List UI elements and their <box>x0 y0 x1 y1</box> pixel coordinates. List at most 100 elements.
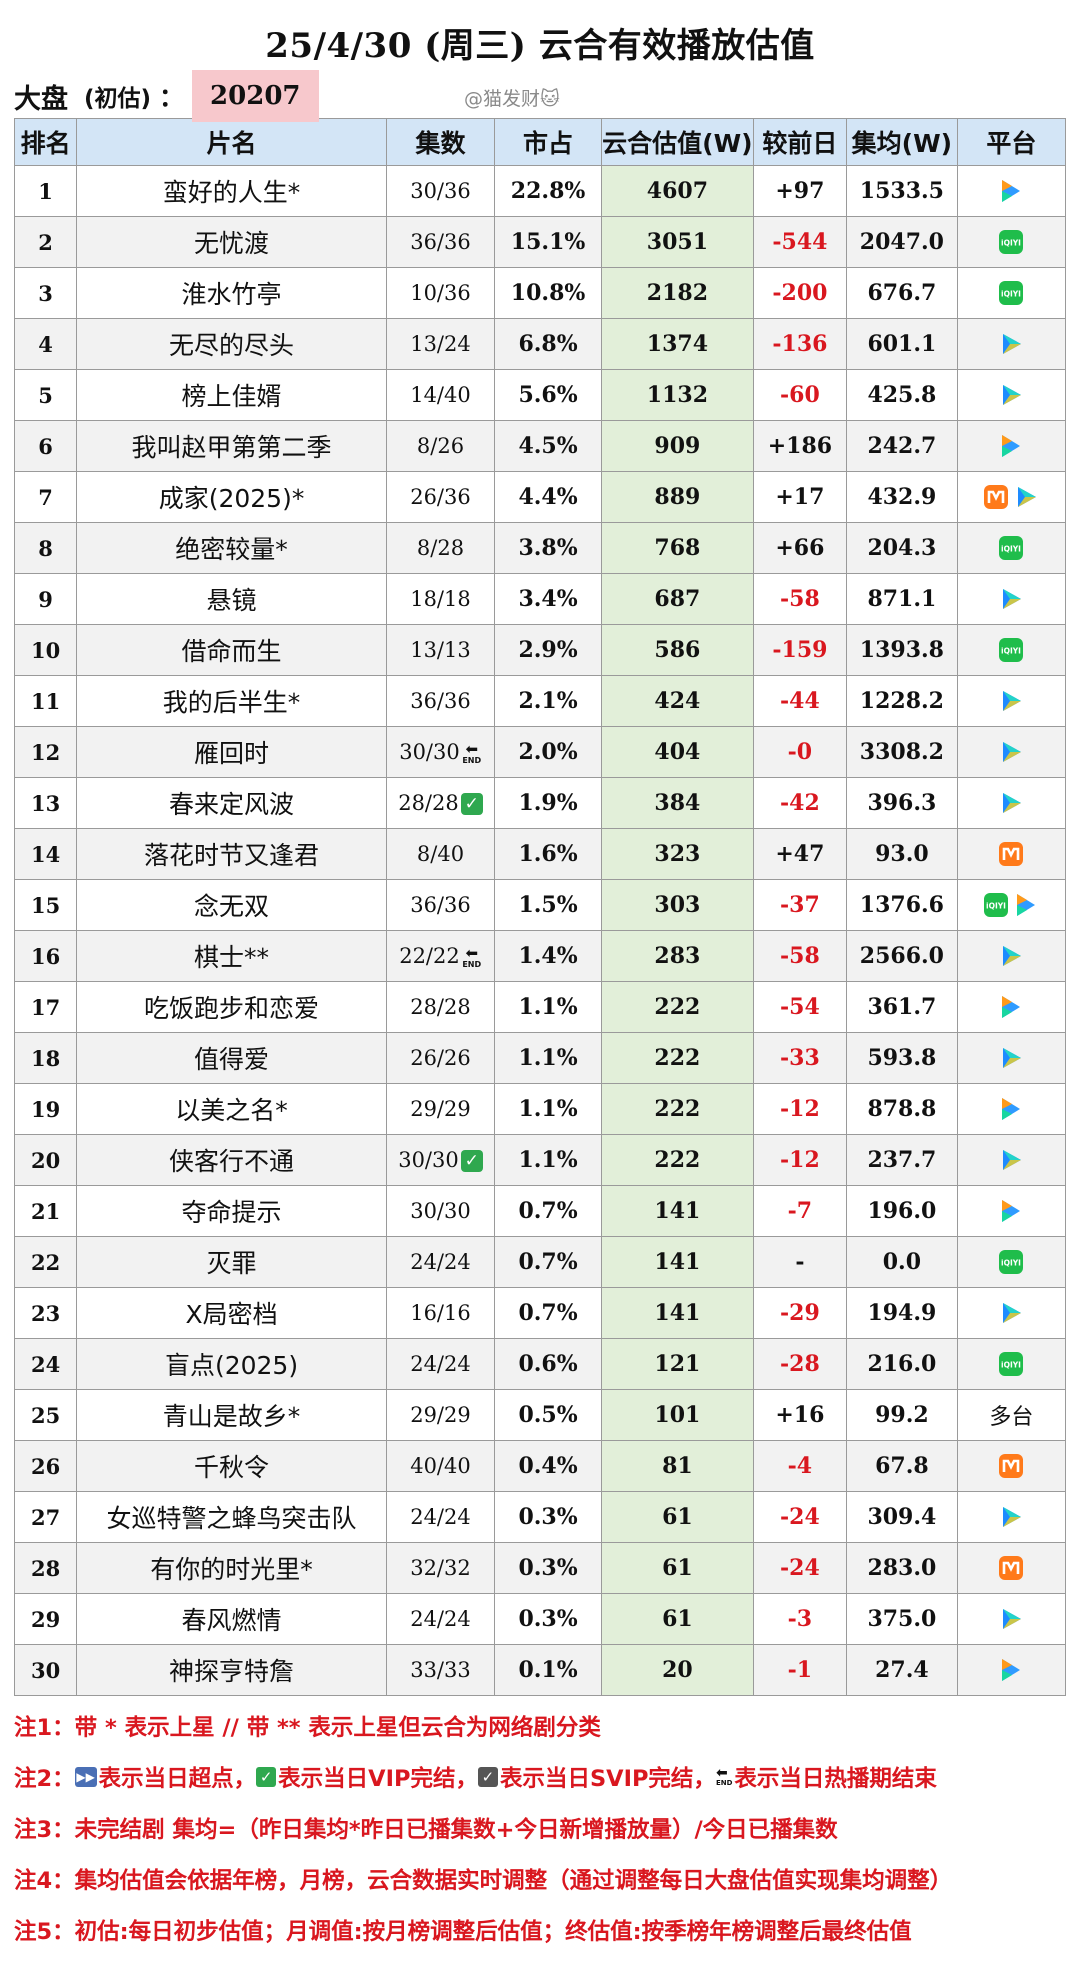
change-cell: -200 <box>752 267 848 319</box>
share-cell: 3.4% <box>494 573 603 625</box>
change-cell: +66 <box>752 522 848 574</box>
rank-cell: 12 <box>13 726 78 778</box>
change-cell: -44 <box>752 675 848 727</box>
share-cell: 1.4% <box>494 930 603 982</box>
table-row: 14 落花时节又逢君 8/40 1.6% 323 +47 93.0 <box>13 828 1067 880</box>
platform-cell <box>956 1083 1067 1135</box>
episodes-cell: 14/40 <box>385 369 496 421</box>
title-cell: 春来定风波 <box>76 777 387 829</box>
change-cell: -7 <box>752 1185 848 1237</box>
estimate-label: (初估) <box>84 86 152 112</box>
table-row: 29 春风燃情 24/24 0.3% 61 -3 375.0 <box>13 1593 1067 1645</box>
change-cell: -60 <box>752 369 848 421</box>
table-header: 排名 片名 集数 市占 云合估值(W) 较前日 集均(W) 平台 <box>13 118 1067 166</box>
platform-cell: iQIYI <box>956 624 1067 676</box>
average-cell: 283.0 <box>846 1542 958 1594</box>
youku-icon <box>998 688 1024 714</box>
value-cell: 222 <box>601 1134 754 1186</box>
change-cell: -3 <box>752 1593 848 1645</box>
platform-cell <box>956 1185 1067 1237</box>
note-1: 注1：带 * 表示上星 // 带 ** 表示上星但云合为网络剧分类 <box>14 1714 601 1741</box>
share-cell: 6.8% <box>494 318 603 370</box>
episodes-value: 36/36 <box>410 893 471 917</box>
youku-icon <box>998 943 1024 969</box>
episodes-value: 28/28 <box>398 790 459 815</box>
average-cell: 432.9 <box>846 471 958 523</box>
youku-icon <box>998 1045 1024 1071</box>
rank-cell: 21 <box>13 1185 78 1237</box>
change-cell: -1 <box>752 1644 848 1696</box>
col-header-name: 片名 <box>76 118 387 166</box>
value-cell: 2182 <box>601 267 754 319</box>
end-arrow-icon: ⬅ END <box>462 739 482 765</box>
value-cell: 4607 <box>601 165 754 217</box>
average-cell: 309.4 <box>846 1491 958 1543</box>
platform-cell <box>956 318 1067 370</box>
youku-icon <box>1013 484 1039 510</box>
episodes-value: 24/24 <box>410 1607 471 1631</box>
iqiyi-icon: iQIYI <box>998 280 1024 306</box>
episodes-cell: 29/29 <box>385 1389 496 1441</box>
episodes-value: 10/36 <box>410 281 471 305</box>
title-cell: 有你的时光里* <box>76 1542 387 1594</box>
rank-cell: 28 <box>13 1542 78 1594</box>
change-cell: -544 <box>752 216 848 268</box>
change-cell: -42 <box>752 777 848 829</box>
episodes-value: 36/36 <box>410 230 471 254</box>
share-cell: 1.1% <box>494 1032 603 1084</box>
iqiyi-icon: iQIYI <box>998 535 1024 561</box>
average-cell: 676.7 <box>846 267 958 319</box>
table-row: 22 灭罪 24/24 0.7% 141-0.0 iQIYI <box>13 1236 1067 1288</box>
tencent-video-icon <box>998 1096 1024 1122</box>
title-cell: 侠客行不通 <box>76 1134 387 1186</box>
title-cell: 念无双 <box>76 879 387 931</box>
table-row: 3 淮水竹亭 10/36 10.8% 2182 -200 676.7 iQIYI <box>13 267 1067 319</box>
episodes-value: 16/16 <box>410 1301 471 1325</box>
platform-cell <box>956 726 1067 778</box>
iqiyi-icon: iQIYI <box>998 1249 1024 1275</box>
episodes-cell: 13/13 <box>385 624 496 676</box>
rank-cell: 22 <box>13 1236 78 1288</box>
change-cell: +16 <box>752 1389 848 1441</box>
episodes-value: 8/28 <box>416 536 465 560</box>
title-cell: 落花时节又逢君 <box>76 828 387 880</box>
platform-cell: iQIYI <box>956 879 1067 931</box>
title-cell: 值得爱 <box>76 1032 387 1084</box>
end-arrow-icon: ⬅ END <box>715 1765 733 1787</box>
rank-cell: 7 <box>13 471 78 523</box>
platform-cell <box>956 1593 1067 1645</box>
rank-cell: 10 <box>13 624 78 676</box>
change-cell: -12 <box>752 1083 848 1135</box>
episodes-cell: 32/32 <box>385 1542 496 1594</box>
svg-text:iQIYI: iQIYI <box>1001 239 1021 248</box>
episodes-cell: 30/36 <box>385 165 496 217</box>
title-cell: 悬镜 <box>76 573 387 625</box>
value-cell: 222 <box>601 1032 754 1084</box>
rank-cell: 18 <box>13 1032 78 1084</box>
value-cell: 323 <box>601 828 754 880</box>
platform-text: 多台 <box>989 1405 1034 1430</box>
platform-cell <box>956 471 1067 523</box>
rank-cell: 6 <box>13 420 78 472</box>
episodes-value: 30/30 <box>399 739 460 764</box>
table-row: 6 我叫赵甲第第二季 8/26 4.5% 909 +186 242.7 <box>13 420 1067 472</box>
average-cell: 396.3 <box>846 777 958 829</box>
value-cell: 81 <box>601 1440 754 1492</box>
average-cell: 2566.0 <box>846 930 958 982</box>
share-cell: 0.7% <box>494 1287 603 1339</box>
platform-cell: iQIYI <box>956 1338 1067 1390</box>
episodes-value: 18/18 <box>410 587 471 611</box>
note-2-d: 表示当日热播期结束 <box>734 1765 937 1792</box>
title-cell: 女巡特警之蜂鸟突击队 <box>76 1491 387 1543</box>
svg-text:iQIYI: iQIYI <box>1001 647 1021 656</box>
average-cell: 1228.2 <box>846 675 958 727</box>
value-cell: 1132 <box>601 369 754 421</box>
episodes-value: 30/30 <box>410 1199 471 1223</box>
average-cell: 99.2 <box>846 1389 958 1441</box>
table-row: 24 盲点(2025) 24/24 0.6% 121 -28 216.0 iQIYI <box>13 1338 1067 1390</box>
episodes-cell: 40/40 <box>385 1440 496 1492</box>
table-row: 27 女巡特警之蜂鸟突击队 24/24 0.3% 61 -24 309.4 <box>13 1491 1067 1543</box>
rank-cell: 14 <box>13 828 78 880</box>
change-cell: -54 <box>752 981 848 1033</box>
average-cell: 425.8 <box>846 369 958 421</box>
